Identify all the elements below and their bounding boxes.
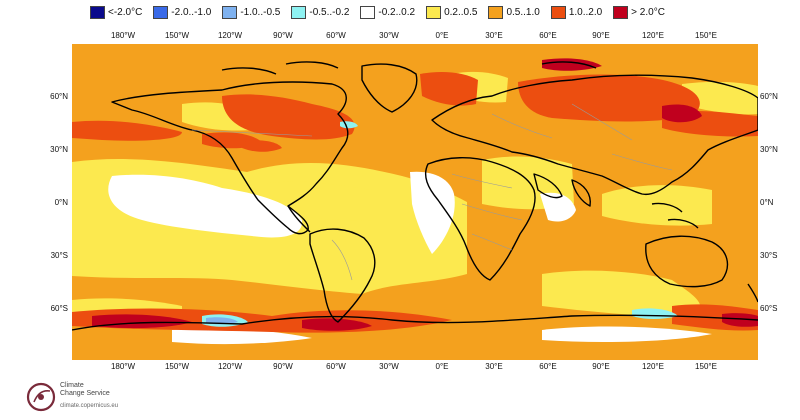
logo-line2: Change Service (60, 390, 110, 397)
lat-tick-right-30s: 30°S (760, 251, 778, 260)
lon-tick-top-180w: 180°W (110, 31, 136, 40)
lon-tick-bottom-60w: 60°W (326, 362, 346, 371)
copernicus-logo: Climate Change Service climate.copernicu… (26, 382, 118, 412)
lat-tick-left-30s: 30°S (50, 251, 68, 260)
lon-tick-bottom-150e: 150°E (695, 362, 717, 371)
lon-tick-top-150e: 150°E (695, 31, 717, 40)
lon-tick-top-90e: 90°E (592, 31, 610, 40)
logo-text: Climate Change Service climate.copernicu… (60, 382, 118, 410)
lat-tick-right-60n: 60°N (760, 92, 778, 101)
copernicus-emblem-icon (26, 382, 56, 412)
legend-item-minus-02-to-02: -0.2..0.2 (360, 5, 416, 19)
temperature-anomaly-map (72, 44, 758, 360)
legend-label: > 2.0°C (631, 6, 665, 18)
legend-swatch (153, 5, 169, 19)
lon-tick-bottom-90w: 90°W (273, 362, 293, 371)
lon-tick-bottom-120w: 120°W (217, 362, 243, 371)
legend-item-gt-2: > 2.0°C (613, 5, 665, 19)
legend-label: 0.5..1.0 (506, 6, 540, 18)
legend-label: 1.0..2.0 (568, 6, 603, 18)
legend-swatch (613, 5, 629, 19)
lat-tick-left-60n: 60°N (50, 92, 68, 101)
legend-swatch (360, 5, 376, 19)
legend-swatch (291, 5, 307, 19)
legend-swatch (222, 5, 238, 19)
legend-label: <-2.0°C (108, 6, 143, 18)
legend-label: -2.0..-1.0 (171, 6, 212, 18)
lat-tick-right-60s: 60°S (760, 304, 778, 313)
legend-swatch (488, 5, 504, 19)
legend-label: -0.2..0.2 (378, 6, 416, 18)
lon-tick-bottom-150w: 150°W (164, 362, 190, 371)
lon-tick-top-60w: 60°W (326, 31, 346, 40)
lon-tick-top-0e: 0°E (435, 31, 449, 40)
lat-tick-left-30n: 30°N (50, 145, 68, 154)
lon-tick-bottom-180w: 180°W (110, 362, 136, 371)
lat-tick-right-0n: 0°N (760, 198, 774, 207)
lon-tick-top-120e: 120°E (642, 31, 664, 40)
legend-item-05-to-1: 0.5..1.0 (488, 5, 540, 19)
lon-tick-bottom-30w: 30°W (379, 362, 399, 371)
legend-item-minus-2-to-minus-1: -2.0..-1.0 (153, 5, 212, 19)
lon-tick-bottom-90e: 90°E (592, 362, 610, 371)
lon-tick-top-90w: 90°W (273, 31, 293, 40)
legend-item-minus-1-to-minus-05: -1.0..-0.5 (222, 5, 281, 19)
legend-label: -0.5..-0.2 (309, 6, 350, 18)
legend-swatch (90, 5, 105, 19)
legend-item-02-to-05: 0.2..0.5 (426, 5, 478, 19)
lon-tick-bottom-0e: 0°E (435, 362, 449, 371)
legend: <-2.0°C -2.0..-1.0 -1.0..-0.5 -0.5..-0.2… (90, 4, 676, 20)
legend-item-minus-05-to-minus-02: -0.5..-0.2 (291, 5, 350, 19)
legend-label: 0.2..0.5 (444, 6, 478, 18)
legend-swatch (426, 5, 442, 19)
lon-tick-top-150w: 150°W (164, 31, 190, 40)
lon-tick-top-120w: 120°W (217, 31, 243, 40)
anomaly-regions-minus-0-2-to-0-2 (108, 171, 712, 345)
legend-label: -1.0..-0.5 (240, 6, 281, 18)
legend-item-lt-minus-2: <-2.0°C (90, 5, 143, 19)
logo-line1: Climate (60, 382, 84, 389)
lon-tick-top-60e: 60°E (539, 31, 557, 40)
legend-swatch (550, 5, 566, 19)
legend-item-1-to-2: 1.0..2.0 (550, 5, 603, 19)
lat-tick-left-60s: 60°S (50, 304, 68, 313)
lat-tick-left-0n: 0°N (54, 198, 68, 207)
lon-tick-bottom-120e: 120°E (642, 362, 664, 371)
lon-tick-top-30w: 30°W (379, 31, 399, 40)
lon-tick-top-30e: 30°E (485, 31, 503, 40)
lon-tick-bottom-30e: 30°E (485, 362, 503, 371)
coastlines (72, 61, 758, 331)
country-borders (191, 103, 673, 281)
lon-tick-bottom-60e: 60°E (539, 362, 557, 371)
lat-tick-right-30n: 30°N (760, 145, 778, 154)
logo-url: climate.copernicus.eu (60, 403, 119, 409)
